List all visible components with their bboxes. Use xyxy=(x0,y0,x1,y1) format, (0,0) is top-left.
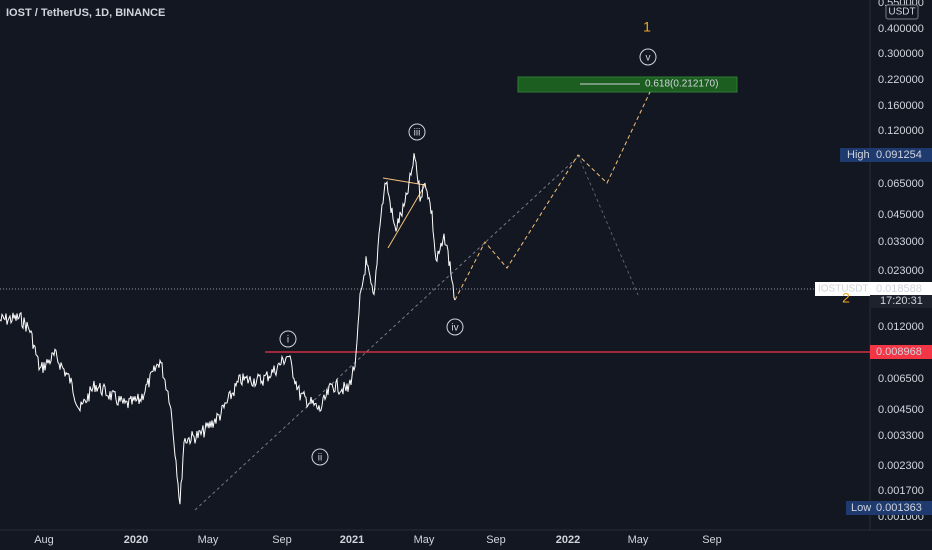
trend-projection xyxy=(577,154,639,296)
time-label: May xyxy=(414,534,435,546)
time-label: May xyxy=(628,534,649,546)
badge-label: High xyxy=(847,149,870,161)
level-value: 0.008968 xyxy=(876,346,922,358)
degree-label: 1 xyxy=(643,19,651,35)
badge-value: 0.001363 xyxy=(876,502,922,514)
target-text: 0.618(0.212170) xyxy=(645,79,718,90)
wave-circle xyxy=(639,48,657,66)
symbol-badge: IOSTUSDT xyxy=(818,284,869,295)
degree-label: 2 xyxy=(842,290,850,306)
price-label: 0.023000 xyxy=(878,265,924,277)
badge-label: Low xyxy=(851,502,871,514)
time-label: Aug xyxy=(34,534,54,546)
wave-circle xyxy=(311,448,329,466)
time-label: 2022 xyxy=(556,534,580,546)
time-label: Sep xyxy=(702,534,722,546)
time-label: May xyxy=(198,534,219,546)
price-series xyxy=(0,153,456,505)
price-label: 0.550000 xyxy=(878,0,924,9)
time-label: Sep xyxy=(486,534,506,546)
unit: USDT xyxy=(888,7,915,18)
time-label: 2020 xyxy=(124,534,148,546)
price-label: 0.045000 xyxy=(878,209,924,221)
price-label: 0.003300 xyxy=(878,430,924,442)
price-label: 0.033000 xyxy=(878,236,924,248)
time-label: 2021 xyxy=(340,534,364,546)
price-label: 0.160000 xyxy=(878,100,924,112)
price-label: 0.300000 xyxy=(878,48,924,60)
price-label: 0.002300 xyxy=(878,460,924,472)
price-label: 0.012000 xyxy=(878,321,924,333)
countdown-box xyxy=(870,295,932,308)
wave-label: ii xyxy=(318,453,322,464)
unit-box xyxy=(885,4,919,20)
price-label: 0.400000 xyxy=(878,23,924,35)
badge xyxy=(846,501,932,515)
wave-circle xyxy=(408,123,426,141)
wave-circle xyxy=(446,318,464,336)
price-label: 0.120000 xyxy=(878,125,924,137)
badge xyxy=(815,282,932,296)
wave-projection xyxy=(454,91,651,301)
price-label: 0.001700 xyxy=(878,485,924,497)
wave-label: iv xyxy=(451,323,458,334)
level-badge xyxy=(870,345,932,359)
wave-label: i xyxy=(287,335,289,346)
time-label: Sep xyxy=(272,534,292,546)
badge-value: 0.091254 xyxy=(876,149,922,161)
wave-circle xyxy=(279,330,297,348)
wave-label: v xyxy=(646,53,651,64)
symbol-title: IOST / TetherUS, 1D, BINANCE xyxy=(6,7,165,19)
price-label: 0.220000 xyxy=(878,74,924,86)
price-label: 0.065000 xyxy=(878,178,924,190)
wave-label: iii xyxy=(414,128,421,139)
price-label: 0.006500 xyxy=(878,373,924,385)
countdown: 17:20:31 xyxy=(880,295,923,307)
price-badge: 0.018588 xyxy=(876,283,922,295)
price-label: 0.004500 xyxy=(878,404,924,416)
badge xyxy=(842,148,932,162)
